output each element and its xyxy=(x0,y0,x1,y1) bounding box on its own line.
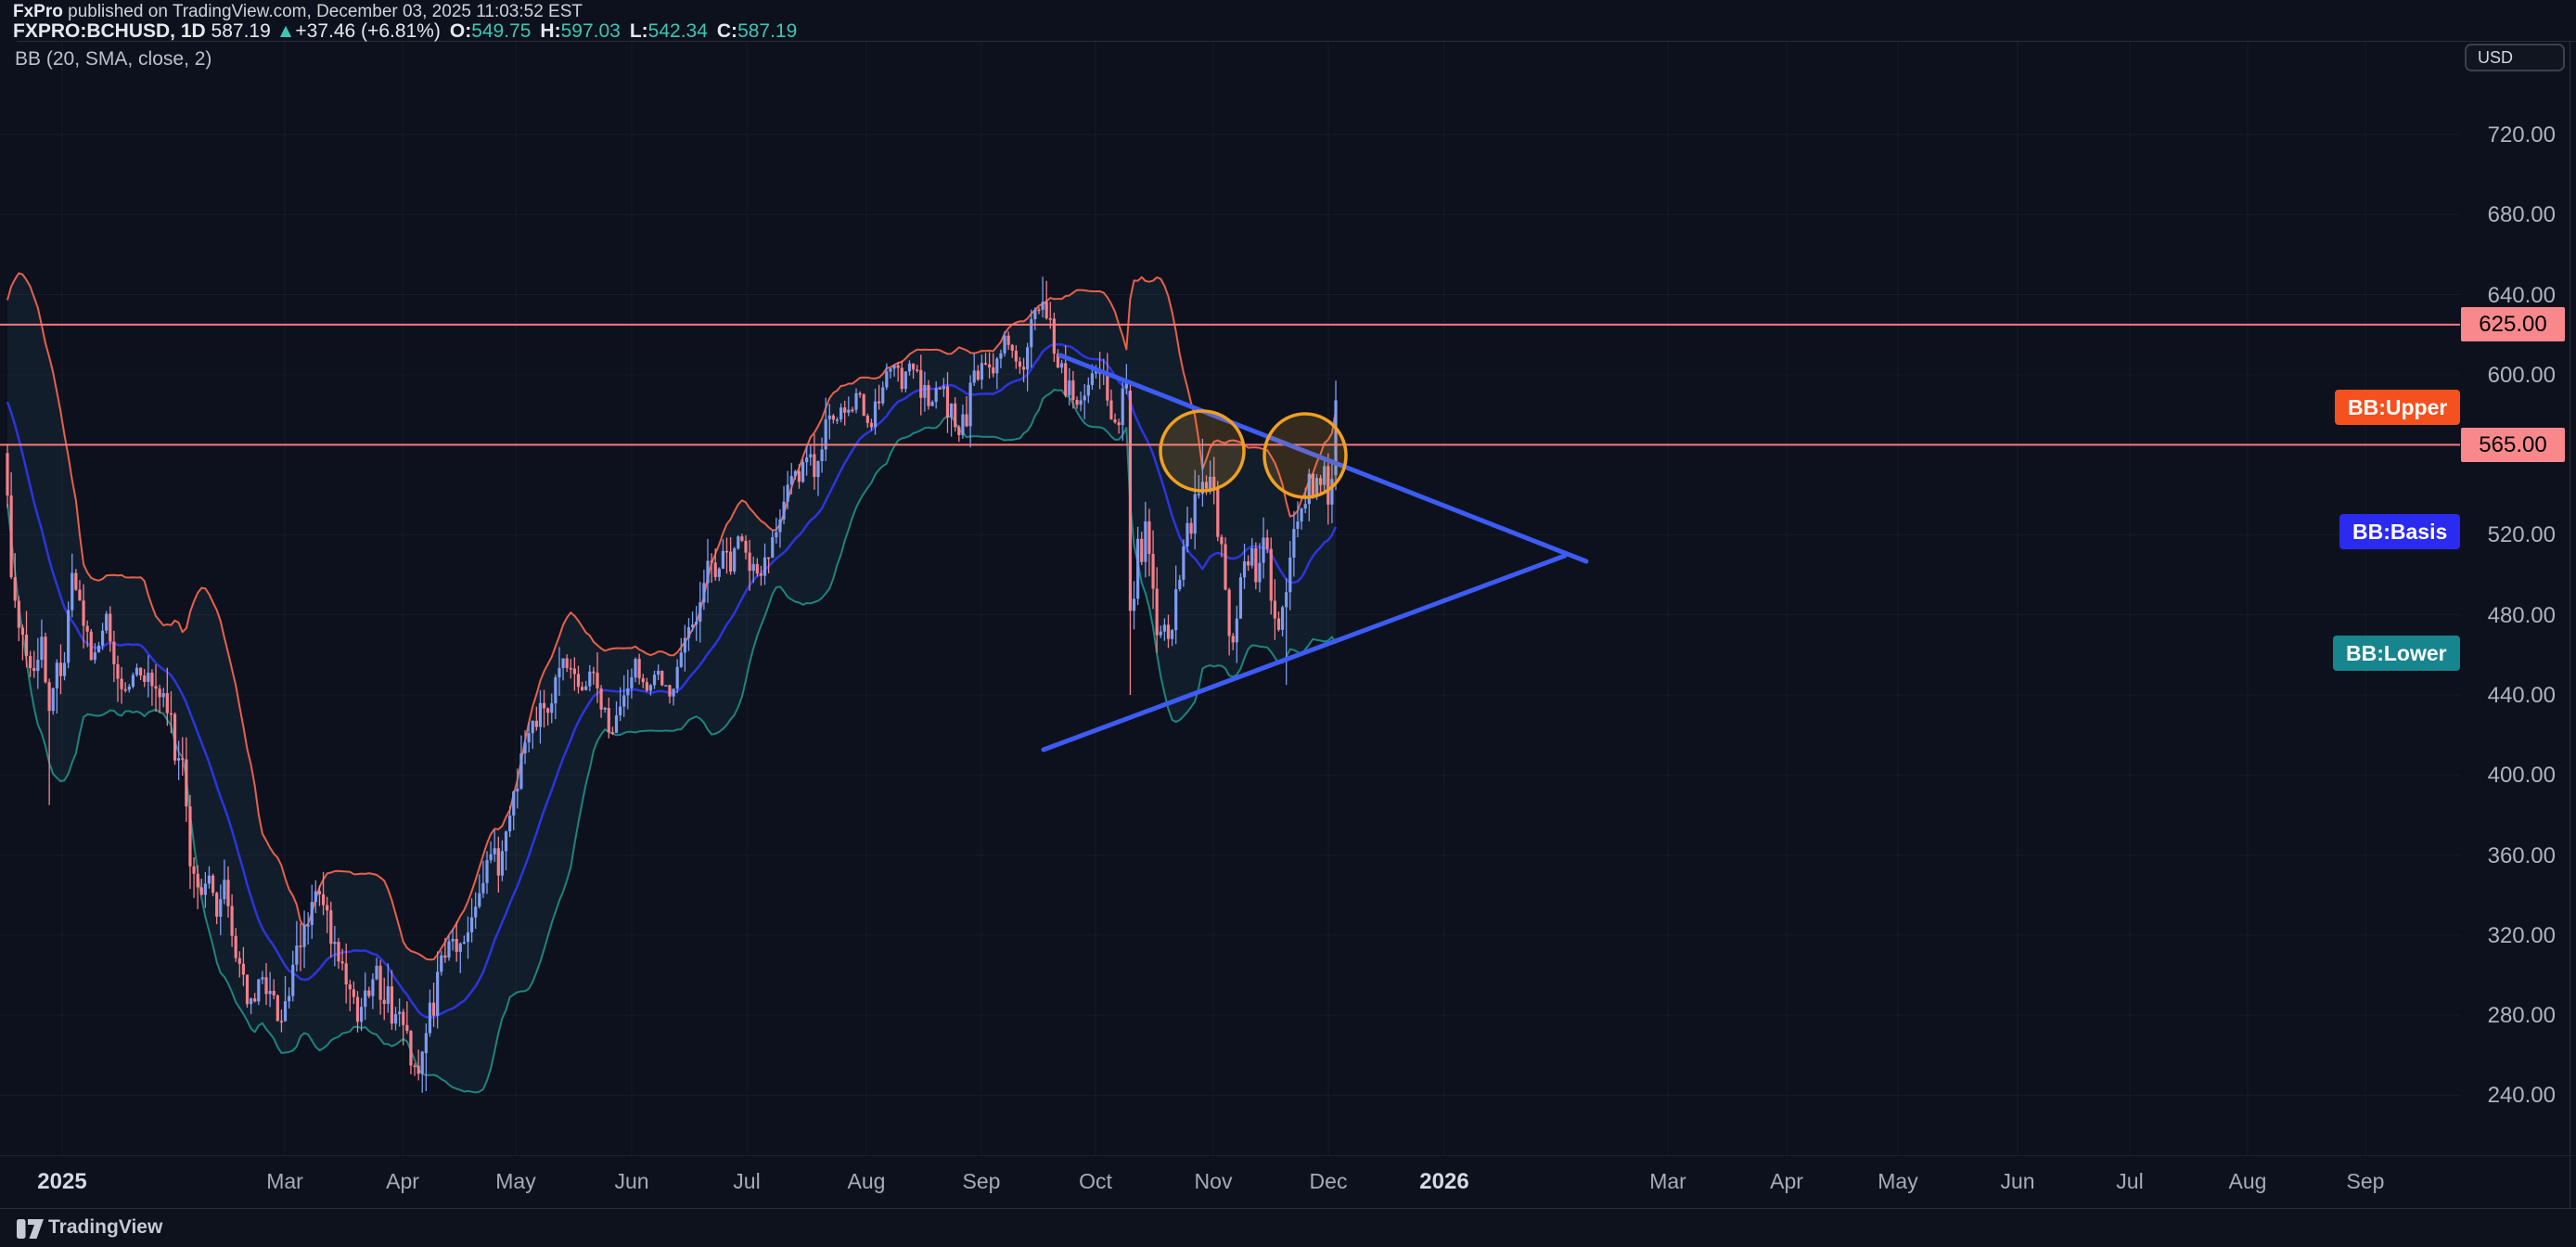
ohlc-value: 587.19 xyxy=(737,20,798,42)
publisher-name: FxPro xyxy=(13,2,63,21)
published-line: FxPro published on TradingView.com, Dece… xyxy=(13,2,797,21)
bb-upper-badge: BB:Upper xyxy=(2335,390,2461,426)
bb-fill xyxy=(7,273,1336,1093)
price-tick-label: 240.00 xyxy=(2487,1083,2556,1109)
time-tick-label: Aug xyxy=(847,1169,886,1193)
candles xyxy=(6,276,1338,1093)
time-tick-label: Mar xyxy=(1649,1169,1686,1193)
grid-lines xyxy=(0,41,2460,1155)
change-value: +37.46 (+6.81%) xyxy=(295,20,441,42)
time-tick-label: Aug xyxy=(2228,1169,2267,1193)
header: FxPro published on TradingView.com, Dece… xyxy=(13,2,797,42)
price-tick-label: 480.00 xyxy=(2487,602,2556,628)
ohlc-value: 542.34 xyxy=(647,20,708,42)
triangle-lower-trendline[interactable] xyxy=(1041,553,1568,752)
price-tick-label: 440.00 xyxy=(2487,682,2556,708)
time-tick-label: Dec xyxy=(1309,1169,1348,1193)
symbol-title: FXPRO:BCHUSD, 1D xyxy=(13,20,206,42)
bb-basis-badge: BB:Basis xyxy=(2339,514,2461,550)
bb-indicator-legend[interactable]: BB (20, SMA, close, 2) xyxy=(15,48,212,70)
ohlc-group: O:549.75 H:597.03 L:542.34 C:587.19 xyxy=(441,20,797,42)
plot-area[interactable] xyxy=(0,41,2460,1155)
up-arrow-icon: ▲ xyxy=(276,20,296,42)
time-tick-label: Sep xyxy=(2346,1169,2385,1193)
highlight-circle[interactable] xyxy=(1262,412,1348,499)
time-tick-label: May xyxy=(1878,1169,1918,1193)
price-line-badge: 565.00 xyxy=(2461,427,2565,462)
ohlc-label: O: xyxy=(449,20,472,42)
time-tick-label: Jun xyxy=(614,1169,649,1193)
price-tick-label: 600.00 xyxy=(2487,362,2556,388)
time-tick-label: Sep xyxy=(962,1169,1001,1193)
ohlc-value: 597.03 xyxy=(560,20,621,42)
time-tick-label: May xyxy=(495,1169,536,1193)
time-tick-label: Apr xyxy=(386,1169,419,1193)
bb-upper-line xyxy=(6,272,1337,961)
time-axis-border xyxy=(0,1155,2576,1156)
ohlc-value: 549.75 xyxy=(471,20,532,42)
time-tick-label: 2025 xyxy=(37,1169,87,1194)
chart-top-border xyxy=(17,41,2576,42)
price-tick-label: 640.00 xyxy=(2487,282,2556,308)
last-price: 587.19 xyxy=(211,20,271,42)
symbol-line: FXPRO:BCHUSD, 1D 587.19 ▲+37.46 (+6.81%)… xyxy=(13,21,797,42)
price-tick-label: 400.00 xyxy=(2487,763,2556,789)
time-tick-label: Mar xyxy=(266,1169,303,1193)
time-tick-label: Jul xyxy=(2116,1169,2144,1193)
price-tick-label: 520.00 xyxy=(2487,522,2556,548)
time-tick-label: Jul xyxy=(733,1169,761,1193)
ohlc-label: H: xyxy=(540,20,561,42)
time-tick-label: 2026 xyxy=(1419,1169,1469,1194)
bb-lower-line xyxy=(6,389,1337,1094)
highlight-circle[interactable] xyxy=(1159,409,1246,493)
published-text: published on TradingView.com, December 0… xyxy=(62,2,583,21)
tradingview-logo-icon xyxy=(17,1219,44,1239)
time-tick-label: Nov xyxy=(1194,1169,1233,1193)
usd-button[interactable]: USD xyxy=(2465,44,2565,71)
tradingview-brand-text: TradingView xyxy=(48,1216,163,1238)
bottom-border xyxy=(0,1208,2576,1209)
ohlc-label: L: xyxy=(629,20,648,42)
triangle-upper-trendline[interactable] xyxy=(1057,353,1589,564)
price-line-badge: 625.00 xyxy=(2461,307,2565,342)
footer-bar: TradingView xyxy=(0,1209,2576,1247)
price-tick-label: 360.00 xyxy=(2487,842,2556,868)
time-tick-label: Apr xyxy=(1770,1169,1803,1193)
price-tick-label: 280.00 xyxy=(2487,1003,2556,1029)
bb-lower-badge: BB:Lower xyxy=(2333,635,2460,671)
price-tick-label: 320.00 xyxy=(2487,922,2556,948)
time-tick-label: Oct xyxy=(1079,1169,1112,1193)
time-tick-label: Jun xyxy=(2000,1169,2035,1193)
price-tick-label: 720.00 xyxy=(2487,122,2556,148)
price-tick-label: 680.00 xyxy=(2487,202,2556,228)
ohlc-label: C: xyxy=(716,20,738,42)
